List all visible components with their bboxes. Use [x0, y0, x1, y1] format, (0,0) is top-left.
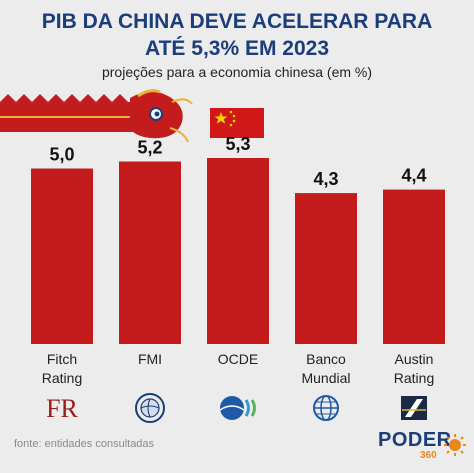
oecd-icon: [219, 396, 256, 420]
brand-logo-sub: 360: [420, 450, 437, 461]
world-bank-icon: [313, 395, 339, 421]
bar-2: [119, 161, 181, 344]
sun-icon: [444, 434, 466, 456]
page-title-line1: PIB DA CHINA DEVE ACELERAR PARA: [41, 10, 433, 33]
category-label-1-line2: Rating: [42, 370, 82, 386]
category-label-1-line1: Fitch: [47, 351, 77, 367]
dragon-head: [130, 89, 193, 143]
category-label-4-line2: Mundial: [301, 370, 350, 386]
category-label-4-line1: Banco: [306, 351, 346, 367]
category-label-5-line1: Austin: [395, 351, 434, 367]
imf-seal-icon: [135, 393, 165, 423]
dragon-banner-illustration: [0, 89, 264, 143]
bar-value-label-5: 4,4: [401, 166, 426, 186]
bar-1: [31, 168, 93, 344]
brand-logo: PODER: [378, 429, 452, 451]
category-label-5-line2: Rating: [394, 370, 434, 386]
fitch-logo: FR: [46, 394, 78, 423]
bar-value-label-2: 5,2: [137, 138, 162, 158]
bar-4: [295, 193, 357, 344]
bar-5: [383, 189, 445, 344]
china-flag-icon: [210, 108, 264, 138]
category-label-3: OCDE: [218, 351, 258, 367]
bar-3: [207, 158, 269, 344]
bar-value-label-1: 5,0: [49, 145, 74, 165]
page-subtitle: projeções para a economia chinesa (em %): [101, 64, 373, 80]
austin-rating-icon: [401, 396, 427, 420]
bar-value-label-3: 5,3: [225, 134, 250, 154]
category-label-2: FMI: [138, 351, 162, 367]
dragon-body: [0, 94, 140, 132]
source-note: fonte: entidades consultadas: [14, 438, 155, 450]
bar-value-label-4: 4,3: [313, 169, 338, 189]
page-title-line2: ATÉ 5,3% EM 2023: [144, 37, 330, 60]
